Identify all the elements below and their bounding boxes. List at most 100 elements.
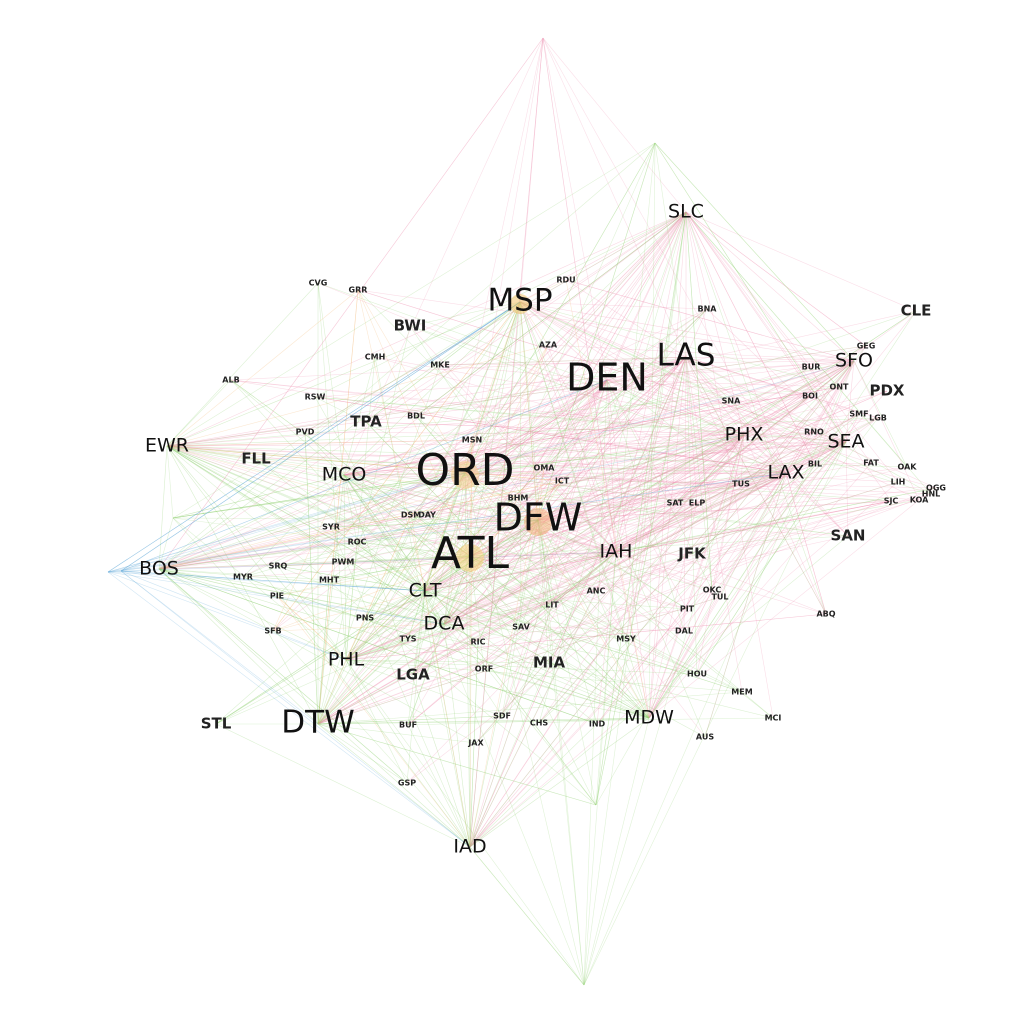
- route-edge: [648, 434, 745, 719]
- route-edge: [166, 445, 344, 563]
- route-edge: [475, 434, 745, 744]
- route-edge: [469, 846, 585, 986]
- route-edge: [317, 301, 521, 725]
- route-edge: [424, 390, 888, 592]
- route-edge: [272, 379, 608, 632]
- route-edge: [615, 431, 815, 553]
- route-edge: [469, 502, 698, 557]
- route-edge: [345, 659, 503, 717]
- route-edge: [648, 472, 787, 719]
- route-edge: [648, 441, 847, 719]
- route-edge: [277, 565, 426, 592]
- route-edge: [654, 142, 847, 443]
- route-edge: [845, 360, 855, 443]
- route-edge: [519, 301, 585, 986]
- airport-node-geg: GEG: [857, 342, 876, 351]
- route-edge: [606, 379, 685, 632]
- route-edge: [317, 211, 687, 725]
- route-edge: [537, 390, 888, 521]
- route-edge: [304, 211, 687, 433]
- route-edge: [166, 445, 627, 640]
- route-edge: [407, 724, 471, 848]
- airport-node-cvg: CVG: [309, 279, 328, 288]
- route-edge: [424, 500, 892, 592]
- route-edge: [595, 590, 650, 719]
- route-edge: [469, 379, 608, 848]
- route-edge: [158, 467, 545, 570]
- route-edge: [172, 472, 466, 519]
- route-edge: [317, 623, 445, 725]
- route-edge: [583, 441, 847, 986]
- route-edge: [740, 441, 847, 485]
- route-edge: [345, 623, 445, 661]
- route-edge: [443, 604, 553, 625]
- route-edge: [648, 608, 688, 719]
- route-edge: [343, 474, 358, 543]
- route-edge: [595, 472, 787, 806]
- route-edge: [469, 211, 687, 848]
- route-edge: [606, 379, 713, 591]
- route-edge: [158, 568, 774, 719]
- route-edge: [255, 441, 847, 460]
- route-edge: [743, 395, 811, 436]
- route-edge: [410, 514, 617, 553]
- route-edge: [120, 570, 426, 592]
- route-edge: [501, 356, 687, 717]
- route-edge: [519, 301, 608, 381]
- route-edge: [407, 590, 426, 726]
- route-edge: [596, 551, 617, 725]
- route-edge: [272, 211, 687, 632]
- route-edge: [215, 555, 471, 725]
- route-edge: [685, 356, 745, 436]
- route-edge: [317, 395, 811, 725]
- route-edge: [685, 211, 713, 591]
- route-edge: [410, 441, 847, 516]
- route-edge: [345, 659, 743, 693]
- route-edge: [317, 715, 503, 725]
- route-edge: [469, 641, 479, 848]
- route-edge: [107, 472, 466, 573]
- route-edge: [317, 472, 787, 725]
- airport-node-mdw: MDW: [624, 707, 674, 729]
- route-edge: [364, 360, 855, 619]
- route-edge: [595, 356, 687, 806]
- route-edge: [443, 37, 544, 625]
- route-edge: [464, 472, 827, 615]
- route-edge: [469, 483, 742, 557]
- route-edge: [410, 514, 471, 848]
- route-edge: [696, 360, 855, 675]
- route-edge: [120, 379, 608, 572]
- route-edge: [365, 421, 745, 436]
- route-edge: [537, 502, 698, 521]
- route-edge: [120, 379, 608, 572]
- route-edge: [415, 211, 687, 417]
- airport-node-buf: BUF: [399, 721, 417, 730]
- route-edge: [538, 717, 650, 724]
- route-edge: [314, 396, 466, 474]
- route-edge: [648, 462, 872, 719]
- route-edge: [317, 441, 847, 725]
- route-edge: [277, 551, 617, 567]
- route-edge: [345, 483, 742, 661]
- route-edge: [469, 379, 608, 557]
- route-edge: [342, 356, 687, 563]
- route-edge: [606, 379, 650, 719]
- route-edge: [519, 301, 688, 610]
- route-edge: [365, 301, 521, 423]
- route-edge: [730, 400, 787, 474]
- route-edge: [166, 445, 685, 632]
- route-edge: [548, 472, 787, 664]
- airport-node-ewr: EWR: [145, 435, 189, 457]
- route-edge: [483, 668, 650, 719]
- route-edge: [345, 301, 521, 661]
- route-edge: [166, 445, 713, 591]
- route-edge: [519, 211, 687, 303]
- route-edge: [215, 723, 471, 848]
- airport-node-ric: RIC: [470, 638, 485, 647]
- route-edge: [343, 474, 827, 615]
- route-edge: [743, 434, 937, 489]
- airport-node-sea: SEA: [827, 431, 864, 453]
- route-edge: [596, 441, 847, 725]
